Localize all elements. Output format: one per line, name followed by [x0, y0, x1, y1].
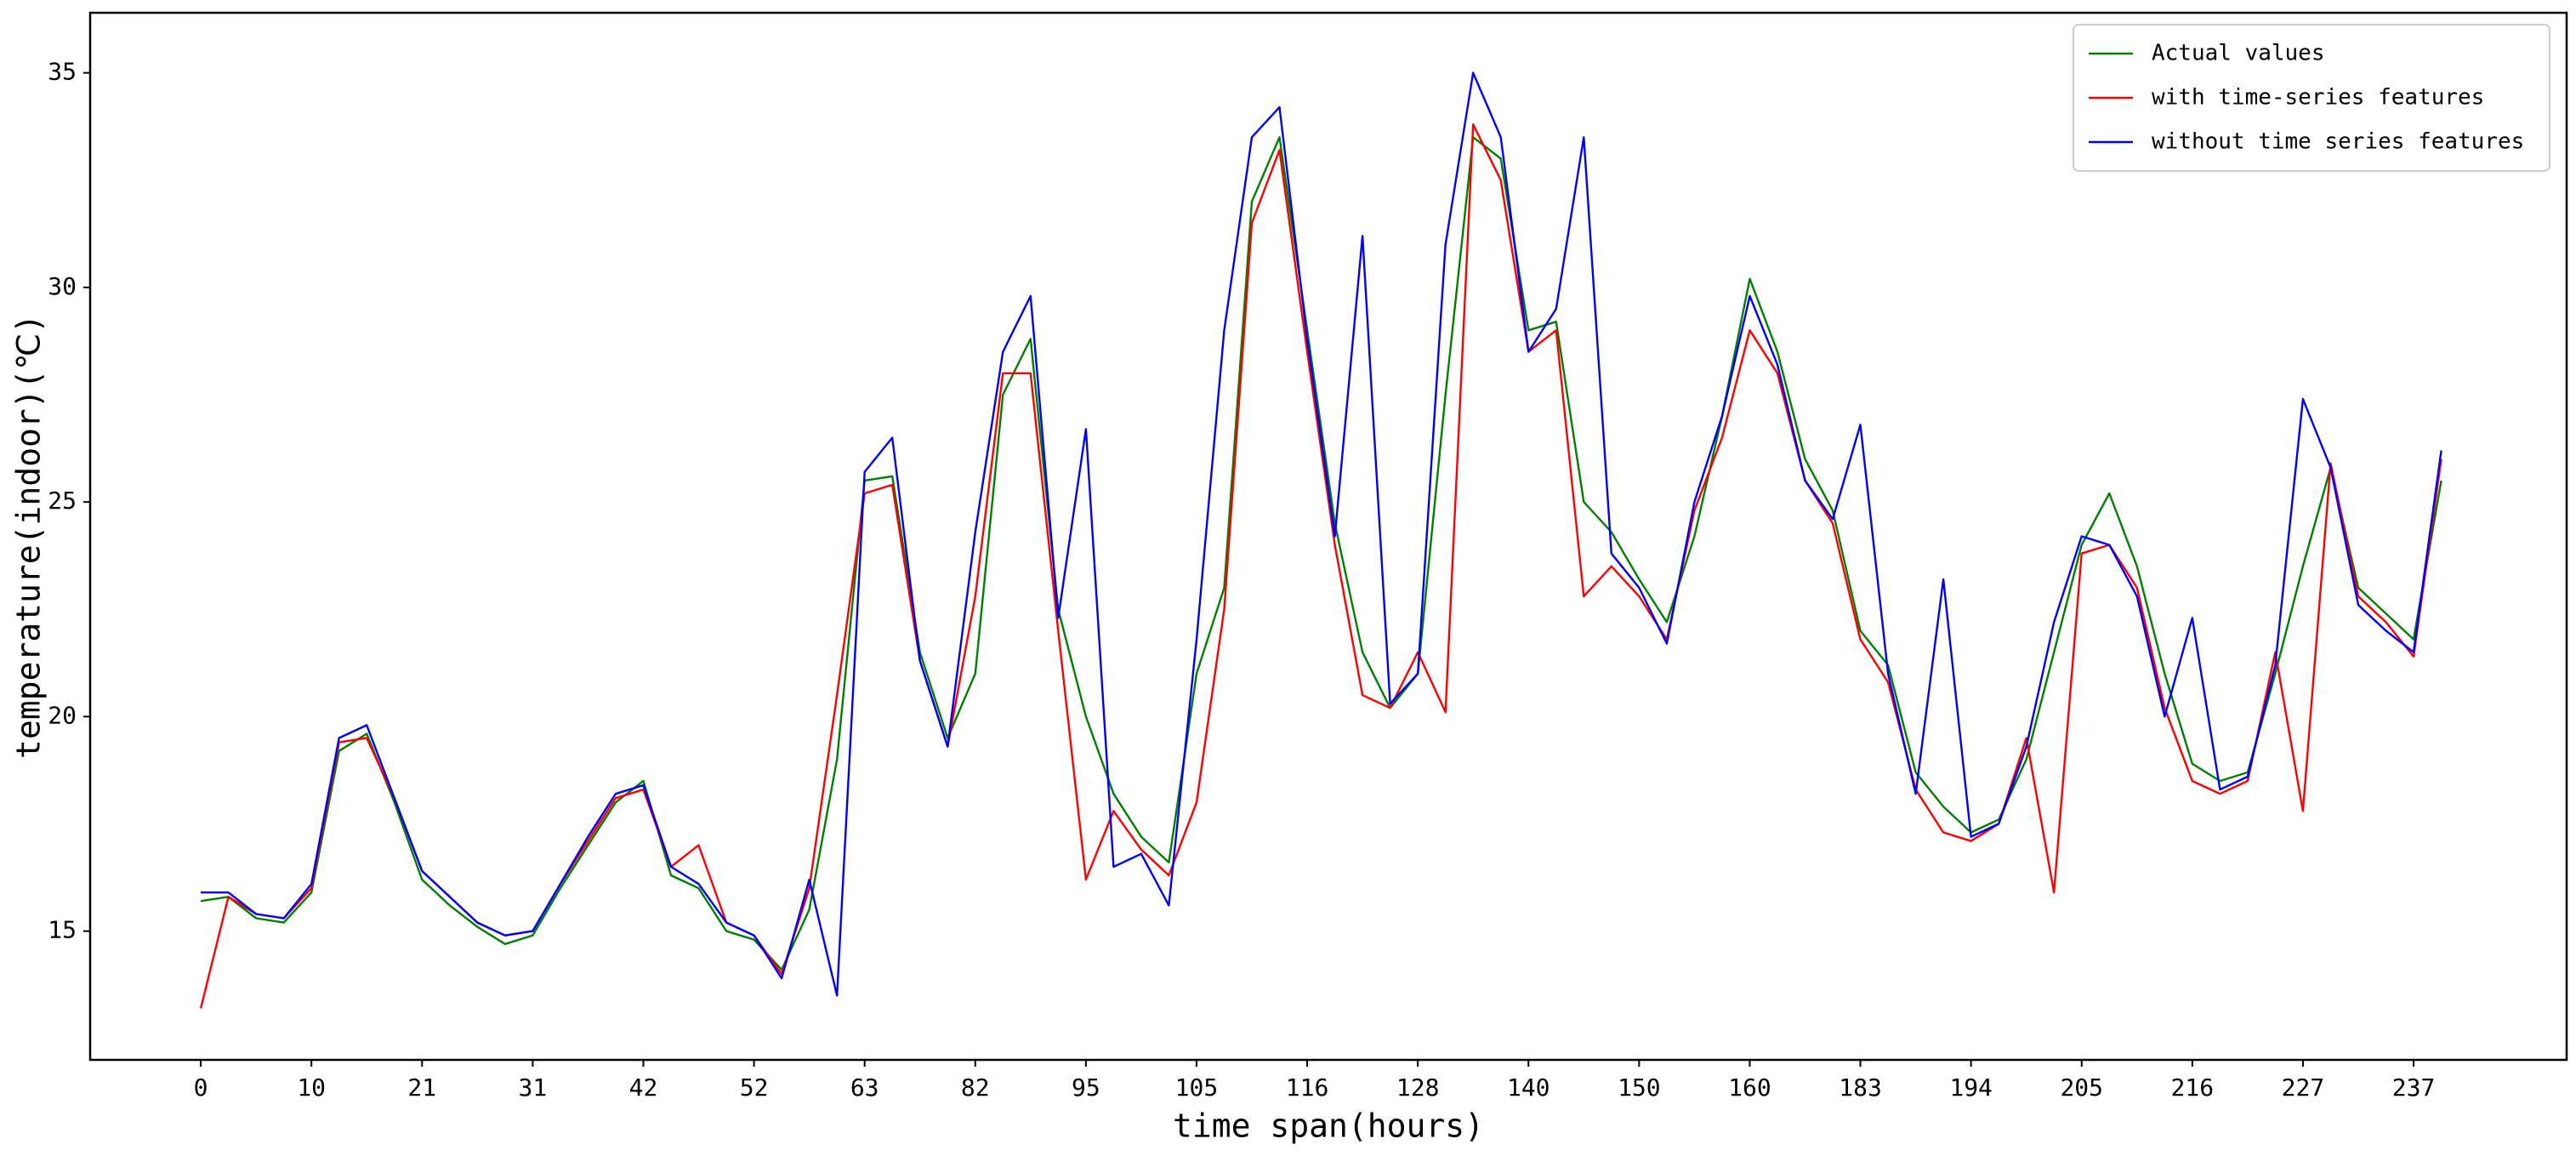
legend: Actual values with time-series features wi… [2073, 24, 2550, 172]
x-tick-label: 150 [1618, 1073, 1661, 1102]
legend-label: with time-series features [2152, 85, 2484, 111]
x-tick-label: 10 [297, 1073, 326, 1102]
x-tick-label: 227 [2282, 1073, 2325, 1102]
x-tick-label: 63 [850, 1073, 879, 1102]
x-tick-label: 160 [1728, 1073, 1771, 1102]
x-tick-label: 128 [1396, 1073, 1440, 1102]
x-tick-label: 95 [1072, 1073, 1100, 1102]
legend-label: Actual values [2152, 41, 2325, 66]
y-tick-label: 35 [48, 58, 77, 86]
data-line [200, 136, 2442, 971]
data-line [199, 123, 2442, 1009]
legend-box [2073, 24, 2550, 172]
x-tick-label: 0 [194, 1073, 208, 1102]
y-tick-label: 25 [48, 487, 77, 515]
x-tick-label: 21 [407, 1073, 436, 1102]
x-tick-label: 216 [2171, 1073, 2215, 1102]
y-tick-label: 15 [48, 916, 77, 944]
x-tick-label: 140 [1507, 1073, 1550, 1102]
x-tick-label: 183 [1839, 1073, 1882, 1102]
x-tick-label: 31 [519, 1073, 548, 1102]
x-tick-label: 105 [1175, 1073, 1219, 1102]
x-tick-label: 116 [1286, 1073, 1329, 1102]
y-axis-label: temperature(indoor)(℃) [10, 314, 48, 759]
x-tick-label: 42 [629, 1073, 658, 1102]
y-tick-label: 20 [48, 701, 77, 729]
x-tick-label: 52 [740, 1073, 769, 1102]
plot-frame [88, 11, 2568, 1062]
x-tick-label: 82 [961, 1073, 990, 1102]
x-axis-label: time span(hours) [1173, 1108, 1484, 1145]
x-tick-label: 237 [2392, 1073, 2436, 1102]
legend-label: without time series features [2152, 129, 2524, 155]
data-line [201, 71, 2442, 997]
x-tick-label: 194 [1949, 1073, 1993, 1102]
x-tick-label: 205 [2060, 1073, 2103, 1102]
y-tick-label: 30 [48, 272, 77, 300]
